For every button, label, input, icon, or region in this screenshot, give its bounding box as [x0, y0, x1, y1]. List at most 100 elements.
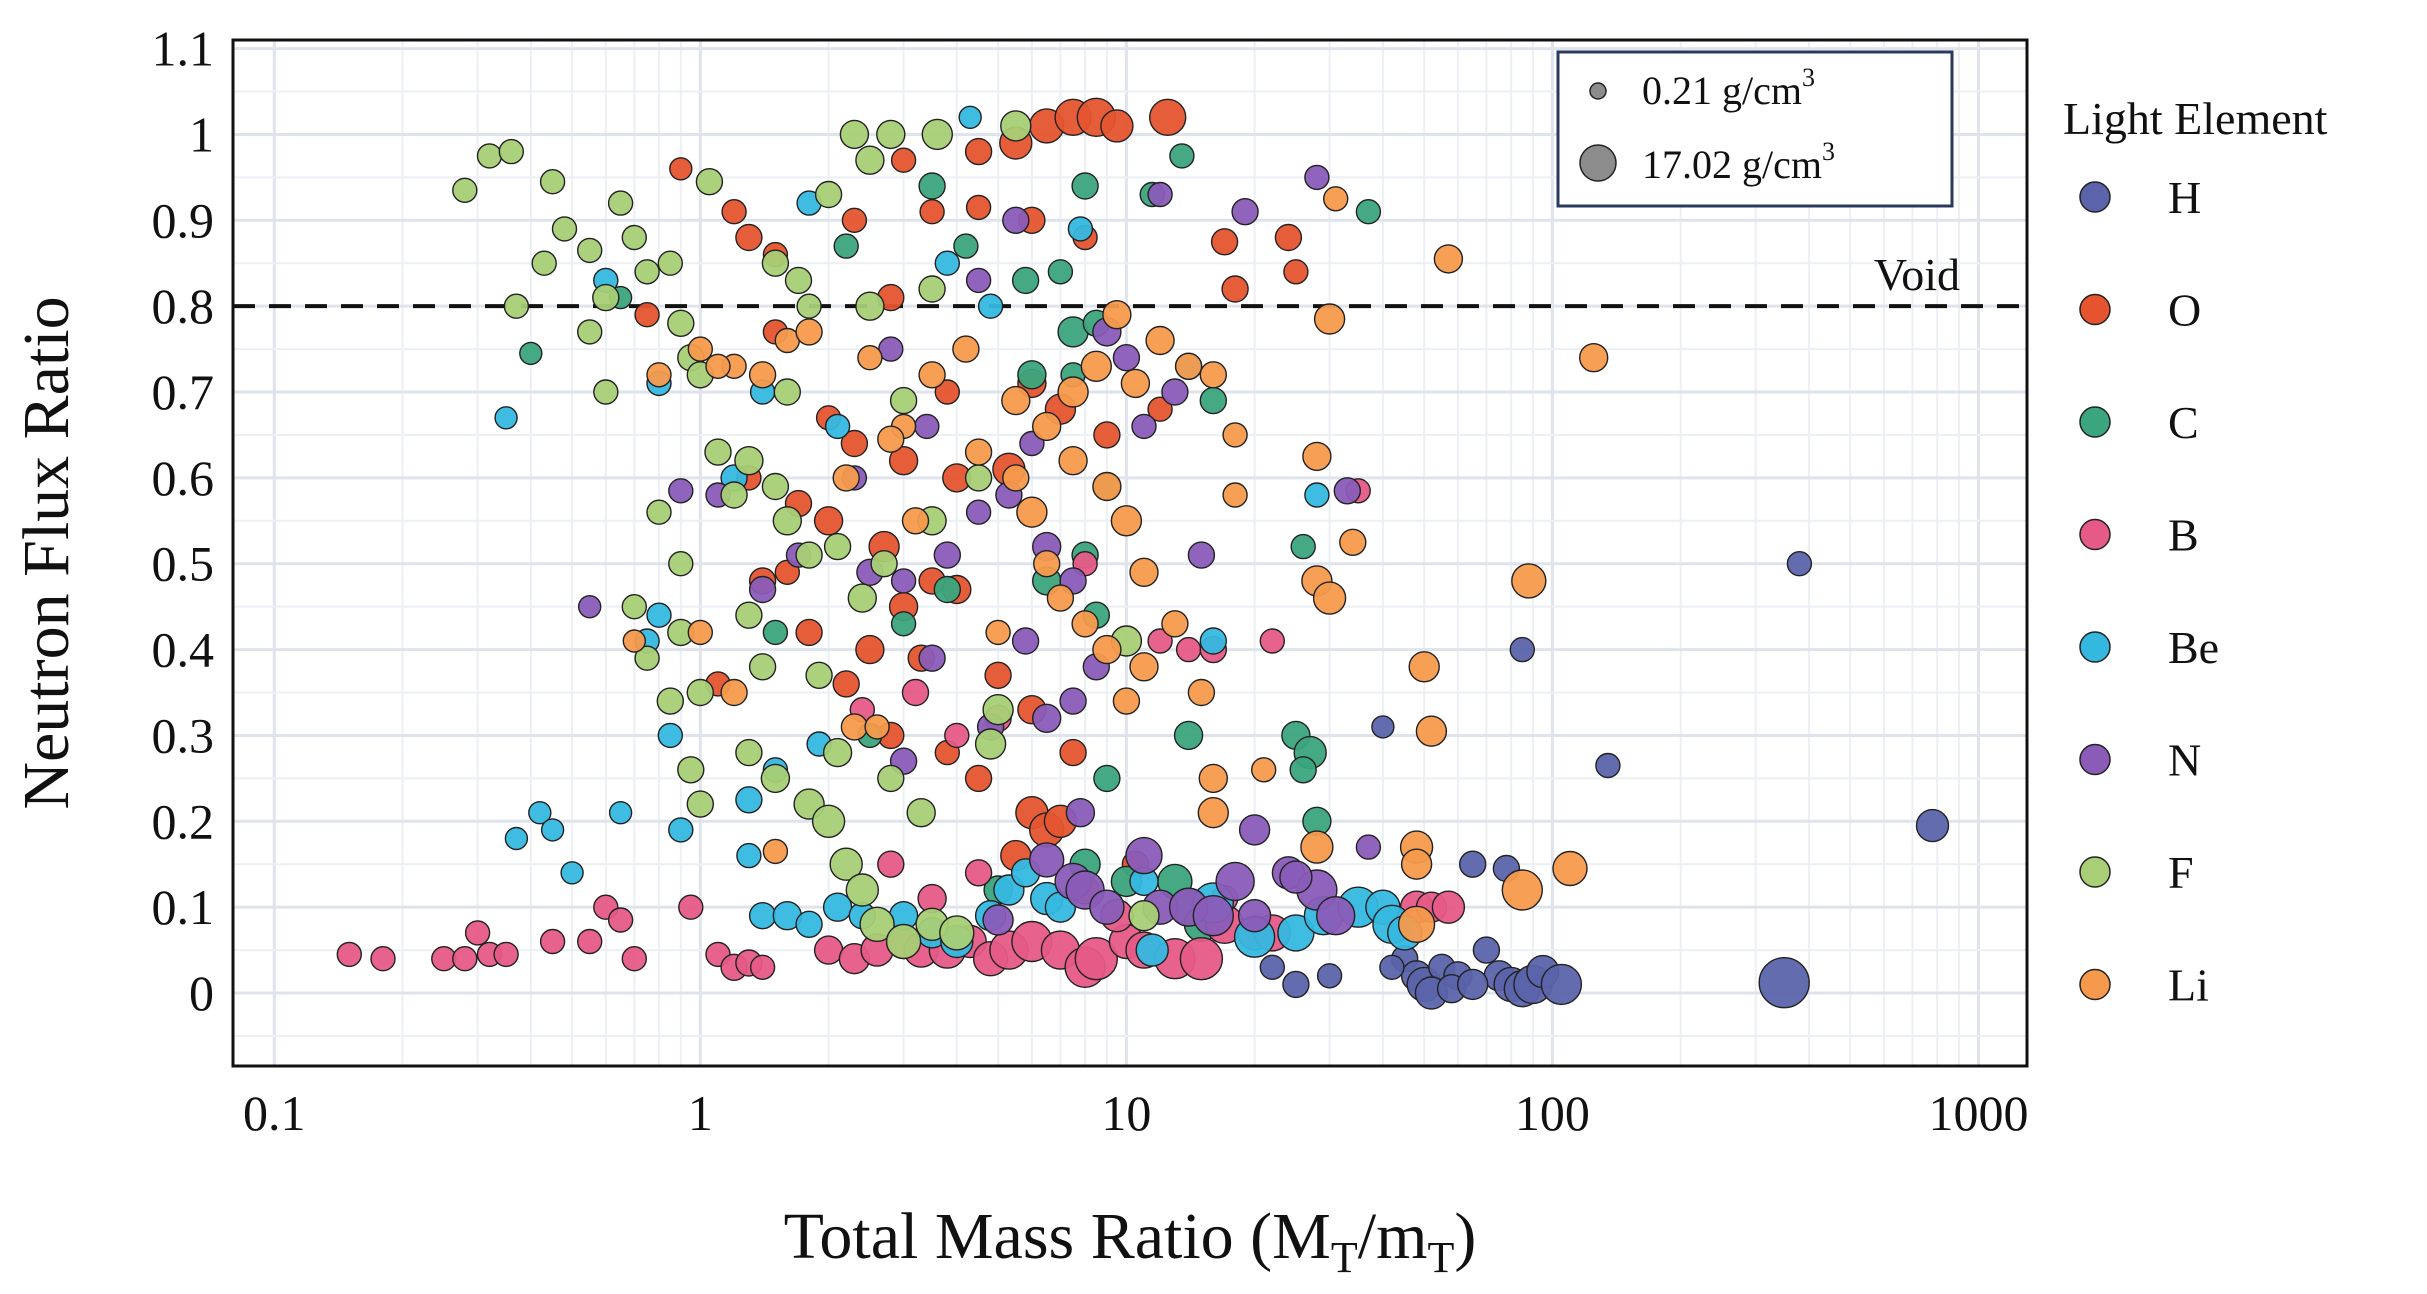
legend-marker-h — [2079, 181, 2111, 213]
data-point-f — [855, 145, 885, 175]
data-point-f — [906, 798, 936, 828]
data-point-li — [918, 361, 946, 389]
legend-label-li: Li — [2168, 960, 2209, 1011]
data-point-f — [593, 379, 619, 405]
data-point-f — [796, 293, 822, 319]
data-point-li — [1092, 634, 1122, 665]
data-point-b — [678, 894, 704, 920]
size-legend: 0.21 g/cm3 17.02 g/cm3 — [1556, 50, 1954, 208]
data-point-f — [592, 283, 620, 312]
data-point-f — [577, 237, 603, 264]
data-point-h — [1458, 850, 1487, 878]
data-point-f — [667, 309, 695, 337]
data-point-c — [1199, 386, 1228, 415]
data-point-h — [1259, 954, 1286, 980]
size-legend-small-marker — [1589, 82, 1607, 100]
data-point-n — [1192, 895, 1235, 937]
legend-title: Light Element — [2063, 93, 2328, 144]
data-point-b — [1175, 636, 1202, 663]
data-point-b — [452, 946, 478, 972]
data-point-o — [965, 194, 992, 221]
data-point-f — [452, 177, 478, 204]
data-point-li — [1511, 563, 1547, 599]
data-point-li — [1199, 361, 1228, 389]
data-point-li — [1578, 343, 1609, 373]
data-point-f — [531, 250, 557, 276]
y-tick-label: 0.9 — [152, 192, 215, 248]
data-point-li — [901, 507, 930, 535]
data-point-n — [918, 644, 946, 672]
data-point-o — [888, 446, 919, 476]
data-point-be — [646, 602, 672, 628]
data-point-li — [1322, 186, 1349, 212]
legend-marker-c — [2079, 406, 2111, 438]
data-point-f — [760, 763, 791, 794]
data-point-b — [1074, 937, 1119, 981]
data-point-h — [1509, 636, 1536, 663]
data-point-b — [336, 941, 362, 968]
data-point-f — [921, 118, 953, 151]
data-point-be — [977, 293, 1004, 319]
data-point-f — [795, 541, 823, 569]
data-point-n — [1112, 344, 1141, 372]
data-point-b — [964, 859, 993, 887]
data-point-f — [735, 738, 763, 767]
data-point-o — [964, 764, 993, 793]
data-point-f — [677, 756, 705, 784]
data-point-f — [1128, 900, 1160, 932]
data-point-n — [1002, 206, 1030, 235]
data-point-be — [657, 722, 683, 749]
legend-marker-li — [2079, 968, 2111, 1001]
data-point-f — [607, 190, 634, 216]
y-tick-label: 1 — [189, 106, 214, 162]
data-point-f — [814, 180, 843, 209]
data-point-b — [1431, 890, 1466, 924]
data-point-c — [1173, 720, 1204, 751]
data-point-li — [646, 362, 672, 388]
y-tick-label: 0.6 — [152, 450, 215, 506]
data-point-f — [704, 438, 732, 466]
data-point-b — [877, 850, 905, 878]
data-point-n — [1315, 896, 1356, 936]
data-point-li — [840, 713, 869, 741]
data-point-be — [958, 105, 982, 130]
data-point-li — [1552, 850, 1588, 887]
data-point-o — [1283, 259, 1309, 285]
data-point-o — [1274, 223, 1303, 252]
data-point-li — [795, 318, 823, 346]
data-point-li — [762, 838, 789, 865]
data-point-n — [1161, 378, 1189, 406]
data-point-n — [1355, 834, 1382, 860]
data-point-f — [859, 906, 895, 942]
data-point-o — [1148, 98, 1187, 137]
data-point-b — [493, 941, 519, 968]
data-point-li — [1187, 678, 1216, 707]
x-tick-label: 0.1 — [243, 1085, 306, 1141]
legend-marker-f — [2079, 856, 2111, 888]
data-point-c — [1289, 756, 1317, 784]
data-point-be — [560, 861, 584, 885]
data-point-li — [1250, 757, 1277, 783]
data-point-n — [1279, 860, 1313, 894]
data-point-f — [877, 764, 905, 793]
reference-line-label: Void — [1874, 249, 1960, 300]
data-point-li — [1174, 352, 1203, 380]
data-point-be — [1135, 933, 1169, 967]
data-point-h — [1758, 957, 1810, 1009]
data-point-c — [1071, 172, 1099, 200]
data-point-f — [974, 728, 1007, 760]
data-point-b — [621, 946, 647, 972]
data-point-li — [1313, 303, 1346, 335]
data-point-c — [519, 341, 543, 366]
data-point-li — [964, 438, 993, 466]
data-point-li — [1397, 905, 1436, 943]
data-point-n — [1125, 836, 1163, 875]
data-point-li — [1129, 557, 1159, 587]
data-point-be — [494, 406, 518, 430]
data-point-f — [686, 790, 714, 818]
data-point-li — [1058, 446, 1088, 476]
size-legend-small-label: 0.21 g/cm3 — [1642, 63, 1815, 113]
data-point-f — [748, 653, 777, 681]
data-point-n — [1237, 899, 1272, 933]
data-point-li — [687, 336, 713, 362]
